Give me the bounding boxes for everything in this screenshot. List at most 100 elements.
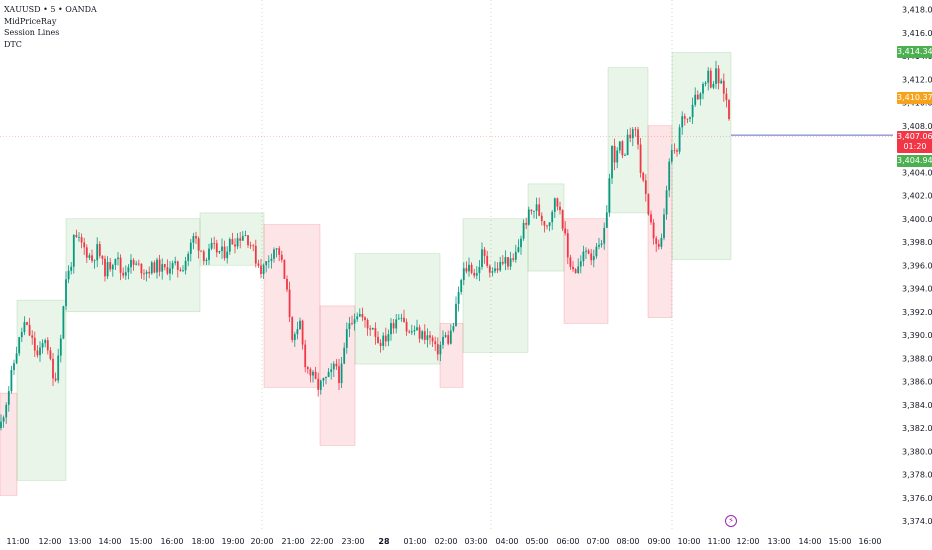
candle-body bbox=[403, 317, 405, 322]
price-axis[interactable]: 3,418.0003,416.0003,414.0003,412.0003,41… bbox=[902, 6, 932, 527]
candle-body bbox=[514, 251, 517, 260]
candle-body bbox=[509, 258, 512, 267]
candle-body bbox=[98, 244, 101, 256]
candle-body bbox=[587, 250, 590, 254]
candle-body bbox=[332, 363, 335, 370]
candle-body bbox=[410, 331, 413, 333]
candle-body bbox=[111, 265, 114, 270]
candle-body bbox=[577, 266, 580, 273]
candle-body bbox=[39, 347, 41, 356]
candle-body bbox=[608, 178, 611, 213]
candle-body bbox=[379, 342, 382, 346]
lightning-event-icon[interactable]: ⚡ bbox=[725, 515, 737, 527]
candle-body bbox=[657, 243, 660, 247]
candle-body bbox=[696, 94, 699, 100]
indicator-midpriceray[interactable]: MidPriceRay bbox=[4, 16, 57, 26]
candle-body bbox=[286, 278, 288, 290]
candle-body bbox=[598, 244, 600, 247]
candle-body bbox=[189, 242, 192, 254]
candle-body bbox=[709, 70, 712, 88]
candle-body bbox=[148, 271, 151, 274]
candle-body bbox=[59, 338, 62, 356]
candle-body bbox=[418, 327, 421, 339]
candle-body bbox=[75, 234, 78, 238]
candle-body bbox=[561, 210, 564, 229]
candle-body bbox=[109, 262, 112, 270]
candle-body bbox=[704, 82, 707, 85]
candle-body bbox=[390, 323, 392, 335]
candle-body bbox=[496, 268, 499, 271]
candle-body bbox=[465, 268, 468, 272]
candle-body bbox=[44, 340, 47, 344]
candle-body bbox=[309, 369, 312, 376]
candle-body bbox=[592, 256, 595, 261]
y-tick-label: 3,390.000 bbox=[902, 331, 932, 340]
candle-body bbox=[566, 233, 569, 258]
x-tick-label: 13:00 bbox=[68, 537, 91, 546]
candle-body bbox=[356, 316, 359, 320]
candle-body bbox=[23, 322, 26, 333]
candle-body bbox=[221, 246, 223, 252]
candle-body bbox=[535, 204, 538, 211]
candle-body bbox=[265, 261, 268, 266]
symbol-line[interactable]: XAUUSD • 5 • OANDA bbox=[4, 5, 97, 14]
candle-body bbox=[46, 340, 49, 351]
candle-body bbox=[533, 210, 535, 212]
candle-body bbox=[158, 259, 161, 272]
y-tick-label: 3,402.000 bbox=[902, 192, 932, 201]
candle-body bbox=[431, 337, 434, 342]
candle-body bbox=[10, 370, 13, 392]
candle-body bbox=[52, 358, 54, 379]
candle-body bbox=[416, 327, 418, 331]
y-tick-label: 3,404.000 bbox=[902, 168, 932, 177]
candle-body bbox=[618, 141, 621, 151]
candle-body bbox=[291, 317, 294, 341]
candle-body bbox=[569, 257, 572, 267]
zone-up bbox=[671, 52, 732, 260]
candle-body bbox=[660, 237, 663, 247]
candle-body bbox=[600, 243, 603, 245]
candle-body bbox=[683, 116, 686, 119]
y-tick-label: 3,408.000 bbox=[902, 122, 932, 131]
candle-body bbox=[364, 317, 366, 320]
time-axis[interactable]: 11:00 12:00 13:00 14:00 15:00 16:00 18:00 19:00… bbox=[6, 537, 881, 546]
candle-body bbox=[377, 336, 379, 343]
candle-body bbox=[208, 248, 210, 260]
candle-body bbox=[156, 259, 158, 273]
x-tick-label: 13:00 bbox=[767, 537, 790, 546]
x-tick-label: 16:00 bbox=[160, 537, 183, 546]
indicator-session-lines[interactable]: Session Lines bbox=[4, 28, 60, 37]
candle-body bbox=[236, 238, 239, 247]
y-tick-label: 3,416.000 bbox=[902, 29, 932, 38]
candle-body bbox=[13, 363, 15, 371]
x-tick-label: 18:00 bbox=[191, 537, 214, 546]
candle-body bbox=[442, 336, 444, 345]
candle-body bbox=[728, 100, 730, 120]
candle-body bbox=[70, 266, 73, 271]
candle-body bbox=[522, 222, 525, 239]
candle-body bbox=[210, 242, 213, 249]
candle-body bbox=[270, 258, 273, 261]
candle-body bbox=[345, 329, 348, 348]
x-tick-label: 28 bbox=[378, 537, 390, 546]
candle-body bbox=[655, 238, 658, 244]
x-tick-label: 05:00 bbox=[525, 537, 548, 546]
candle-body bbox=[200, 250, 203, 252]
candle-body bbox=[143, 273, 145, 275]
candle-body bbox=[475, 273, 478, 276]
candle-body bbox=[530, 209, 533, 212]
candle-body bbox=[0, 421, 2, 428]
candle-body bbox=[574, 269, 577, 273]
candle-body bbox=[127, 267, 130, 273]
candle-body bbox=[137, 263, 140, 265]
candle-body bbox=[195, 236, 197, 239]
candle-body bbox=[652, 222, 655, 239]
candle-body bbox=[78, 237, 80, 238]
price-tag: 3,410.372 bbox=[897, 92, 932, 105]
candle-body bbox=[462, 268, 465, 280]
candle-body bbox=[83, 242, 86, 248]
candle-body bbox=[179, 269, 182, 272]
indicator-dtc[interactable]: DTC bbox=[4, 39, 22, 49]
candle-body bbox=[18, 337, 21, 354]
